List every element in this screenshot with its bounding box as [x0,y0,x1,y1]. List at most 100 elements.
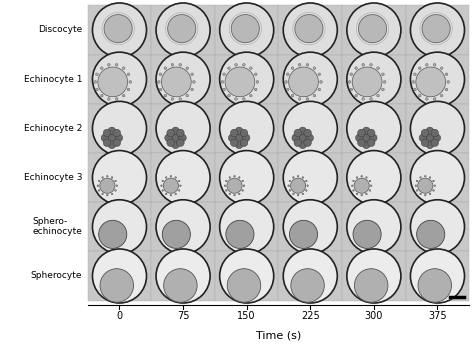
Ellipse shape [156,3,210,57]
Ellipse shape [418,178,433,193]
Ellipse shape [318,88,320,91]
Ellipse shape [156,102,210,156]
Ellipse shape [362,98,365,100]
Bar [342,104,406,153]
Ellipse shape [426,98,428,100]
Ellipse shape [283,249,337,303]
Ellipse shape [167,129,174,137]
Ellipse shape [243,63,245,66]
Ellipse shape [422,15,450,43]
Text: Echinocyte 1: Echinocyte 1 [24,75,82,84]
Ellipse shape [382,73,384,76]
Ellipse shape [164,67,167,69]
Ellipse shape [228,67,230,69]
Ellipse shape [297,175,299,177]
Ellipse shape [171,98,174,100]
Ellipse shape [172,141,179,149]
Ellipse shape [355,269,388,302]
Ellipse shape [307,185,309,186]
Ellipse shape [255,88,257,91]
Ellipse shape [164,269,197,302]
Ellipse shape [172,127,179,135]
Ellipse shape [283,150,337,204]
Bar [278,104,342,153]
Bar [278,202,342,251]
Ellipse shape [291,178,306,193]
Ellipse shape [227,178,242,193]
Ellipse shape [283,52,337,106]
Ellipse shape [219,200,273,254]
Ellipse shape [294,139,301,147]
Ellipse shape [99,220,127,248]
Ellipse shape [284,81,287,83]
Ellipse shape [413,88,416,91]
Ellipse shape [156,52,210,106]
Ellipse shape [353,190,355,191]
Bar [151,5,215,55]
Ellipse shape [162,180,164,182]
Ellipse shape [92,150,146,204]
Ellipse shape [92,249,146,303]
Bar [88,104,151,153]
Ellipse shape [219,150,273,204]
Bar [342,5,406,55]
Ellipse shape [127,73,130,76]
Ellipse shape [350,88,353,91]
Ellipse shape [304,129,311,137]
Ellipse shape [92,102,146,156]
Ellipse shape [122,94,125,97]
Ellipse shape [177,139,184,147]
Ellipse shape [367,139,375,147]
Ellipse shape [413,73,416,76]
Ellipse shape [255,73,257,76]
Bar [406,5,469,55]
Ellipse shape [115,98,118,100]
Ellipse shape [113,139,120,147]
Ellipse shape [129,81,132,83]
Ellipse shape [108,134,116,141]
Ellipse shape [97,185,99,186]
Ellipse shape [226,220,254,248]
Ellipse shape [433,190,434,191]
Ellipse shape [283,3,337,57]
Ellipse shape [431,139,438,147]
Ellipse shape [249,94,252,97]
Text: Spherocyte: Spherocyte [30,271,82,280]
Ellipse shape [175,177,176,178]
Ellipse shape [383,81,386,83]
Ellipse shape [370,63,373,66]
Ellipse shape [299,134,307,141]
Ellipse shape [352,67,382,97]
Ellipse shape [103,129,111,137]
Ellipse shape [286,88,289,91]
Ellipse shape [426,127,434,135]
Ellipse shape [243,98,245,100]
Ellipse shape [370,134,377,141]
Ellipse shape [223,88,226,91]
Ellipse shape [102,177,103,178]
Ellipse shape [370,98,373,100]
Ellipse shape [357,129,365,137]
Bar [278,153,342,202]
Ellipse shape [434,185,436,186]
Ellipse shape [256,81,259,83]
Ellipse shape [157,81,160,83]
Ellipse shape [299,141,307,149]
Bar [88,55,151,104]
Ellipse shape [355,94,357,97]
Ellipse shape [292,193,294,195]
Ellipse shape [445,88,448,91]
Bar [151,251,215,301]
Ellipse shape [164,178,179,193]
Bar [88,153,151,202]
Ellipse shape [238,177,240,178]
Ellipse shape [416,67,446,97]
Bar [151,55,215,104]
Ellipse shape [98,180,100,182]
Ellipse shape [367,129,375,137]
Bar [215,251,278,301]
Ellipse shape [191,88,193,91]
Ellipse shape [234,175,236,177]
Ellipse shape [363,127,370,135]
Ellipse shape [302,177,304,178]
